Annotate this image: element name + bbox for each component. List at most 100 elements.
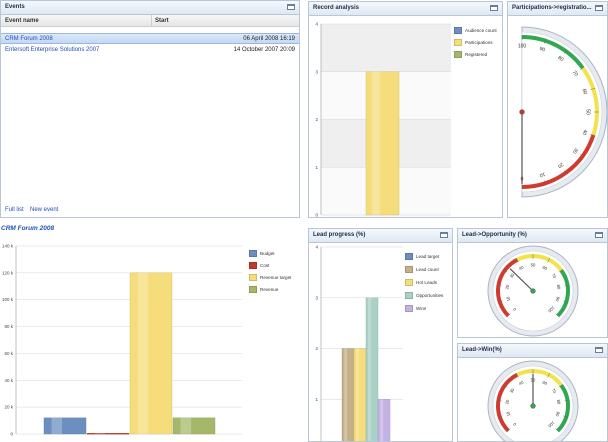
gauge-tick-label: 40 [518,379,525,386]
lead-opportunity-header: Lead->Opportunity (%) [458,229,607,243]
gauge-tick-label: 70 [551,387,558,394]
lead-progress-header: Lead progress (%) [309,229,452,243]
bar-highlight [371,71,381,215]
gauge-tick-label: 100 [547,305,556,314]
gauge-tick-label: 40 [518,264,525,271]
bar-highlight [180,417,192,434]
event-start-cell: 06 April 2008 16:19 [243,36,295,42]
gauge-face [521,31,603,193]
full-list-link[interactable]: Full list [5,207,24,213]
gauge-band [521,35,585,70]
gauge-tick [563,300,569,303]
legend-swatch [454,39,462,46]
bar-opportunities [365,297,379,441]
gauge-tick-label: 90 [539,46,546,53]
lead-opportunity-panel: Lead->Opportunity (%) 0 10 20 30 40 50 60 70 80 9… [457,228,608,338]
y-tick-label: 2 [315,346,318,351]
bar-revenue [172,417,216,435]
gauge-tick-label: 20 [556,161,564,169]
bar-revenue-target [129,272,173,435]
new-event-link[interactable]: New event [30,207,59,213]
events-panel-header: Events [1,1,299,15]
gauge-tick-label: 60 [581,88,588,95]
gauge-tick-label: 10 [505,295,511,302]
gauge-tick [497,415,503,418]
legend-label: Budget [260,251,275,256]
gauge-tick-label: 80 [556,55,564,63]
y-tick-label: 3 [315,69,318,74]
gauge-tick-label: 50 [531,263,536,268]
legend-label: Hot Leads [416,280,437,285]
gauge-tick-label: 60 [542,265,549,272]
column-header-start[interactable]: Start [155,18,169,24]
y-tick-label: 3 [315,295,318,300]
column-divider [151,15,152,27]
lead-win-header: Lead->Win(%) [458,344,607,358]
y-tick-label: 140 k [2,244,14,249]
gauge-tick [496,399,502,402]
gauge-tick [502,384,508,388]
gauge-tick [497,300,503,303]
gauge-tick [547,257,551,263]
legend-label: Participations [465,40,493,45]
gauge-tick-label: 90 [554,411,560,418]
participations-gauge-minimize-button[interactable] [595,5,603,11]
events-grid-header: Event name Start [1,15,299,27]
lead-opportunity-minimize-button[interactable] [595,232,603,238]
gauge-tick [558,384,564,388]
gauge-tick [515,372,519,378]
bar-highlight [356,348,360,441]
legend-swatch [405,266,413,273]
gauge-tick-label: 0 [512,421,518,427]
bar-highlight [380,399,384,441]
gauge-needle [509,268,534,292]
gauge-band [556,384,570,433]
record-analysis-chart: 0 1 2 3 4 [315,22,451,217]
bar-highlight [51,417,63,434]
event-name-cell[interactable]: Entersoft Enterprise Solutions 2007 [5,47,100,53]
record-analysis-header: Record analysis [309,2,502,16]
legend-swatch [405,279,413,286]
record-analysis-minimize-button[interactable] [490,5,498,11]
lead-progress-minimize-button[interactable] [440,232,448,238]
legend-label: Lead count [416,267,439,272]
gauge-tick-label: 80 [556,399,562,405]
legend-label: Registered [465,52,488,57]
y-tick-label: 1 [315,165,318,170]
gauge-tick-label: 70 [551,272,558,279]
y-tick-label: 40 k [4,378,13,383]
gauge-tick [544,180,547,186]
gauge-tick-label: 30 [509,272,516,279]
table-row[interactable]: CRM Forum 2008 06 April 2008 16:19 [1,33,299,44]
lead-progress-title: Lead progress (%) [313,232,366,238]
legend-swatch [454,27,462,34]
record-analysis-legend: Audience count Participations Registered [454,27,502,67]
legend-swatch [249,250,257,257]
gauge-band [581,66,599,136]
gauge-tick-label: 10 [505,410,511,417]
gauge-tick [506,313,511,318]
legend-label: Lead target [416,254,440,259]
gauge-band [516,254,563,272]
gauge-tick-label: 20 [504,284,510,290]
lead-progress-legend: Lead target Lead count Hot Leads Opportunit… [405,253,452,313]
table-row[interactable]: Entersoft Enterprise Solutions 2007 14 O… [1,45,299,56]
lead-win-minimize-button[interactable] [595,347,603,353]
legend-swatch [249,274,257,281]
gauge-tick [544,38,547,44]
column-header-event-name[interactable]: Event name [5,18,39,24]
event-start-cell: 14 October 2007 20:09 [233,47,295,53]
event-name-cell[interactable]: CRM Forum 2008 [5,36,53,42]
gauge-tick-label: 100 [518,44,527,50]
gauge-tick [564,170,568,175]
gauge-tick [580,154,585,158]
bar-highlight [344,348,348,441]
legend-label: Wins [416,306,427,311]
gauge-tick-label: 30 [571,146,579,154]
events-panel-minimize-button[interactable] [287,4,295,10]
gauge-tick [555,428,560,433]
